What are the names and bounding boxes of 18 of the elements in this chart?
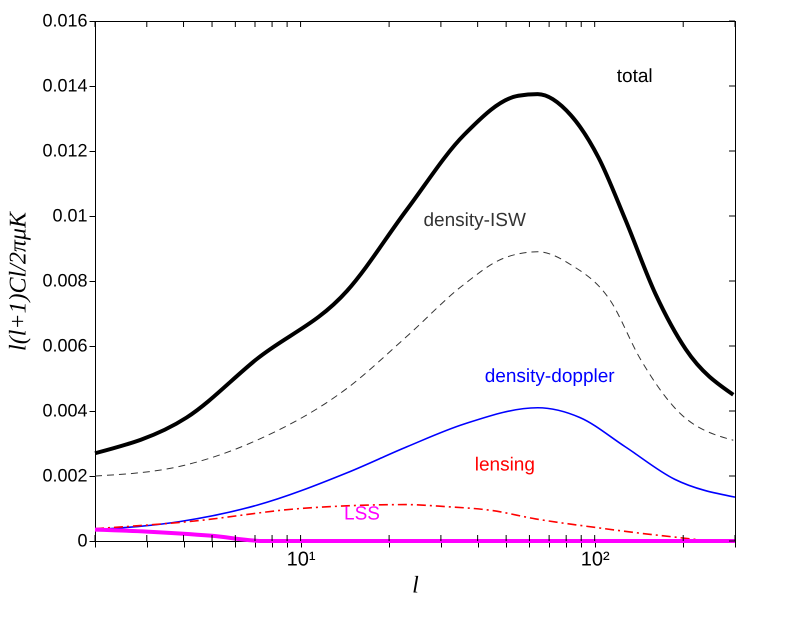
x-tick-label: 10² — [580, 548, 610, 570]
text: total — [616, 66, 653, 88]
y-tick-label: 0.002 — [42, 466, 88, 486]
y-axis-title: l(l+1)Cl/2πμK — [5, 210, 32, 351]
x-tick-label: 10¹ — [286, 548, 316, 570]
y-tick-label: 0.012 — [42, 140, 88, 160]
series-label: density-doppler — [484, 366, 616, 387]
y-tick-label: 0.014 — [42, 76, 88, 96]
y-tick-label: 0.004 — [42, 400, 88, 420]
series-label: density-ISW — [423, 210, 526, 231]
x-axis-title: l — [412, 572, 420, 598]
y-tick-label: 0 — [77, 530, 88, 550]
y-tick-label: 0.006 — [42, 336, 88, 356]
y-tick-label: 0.01 — [52, 206, 88, 226]
y-tick-label: 0.016 — [42, 10, 88, 30]
y-tick-label: 0.008 — [42, 270, 88, 290]
series-label: lensing — [474, 454, 535, 476]
series-label: LSS — [344, 504, 380, 525]
